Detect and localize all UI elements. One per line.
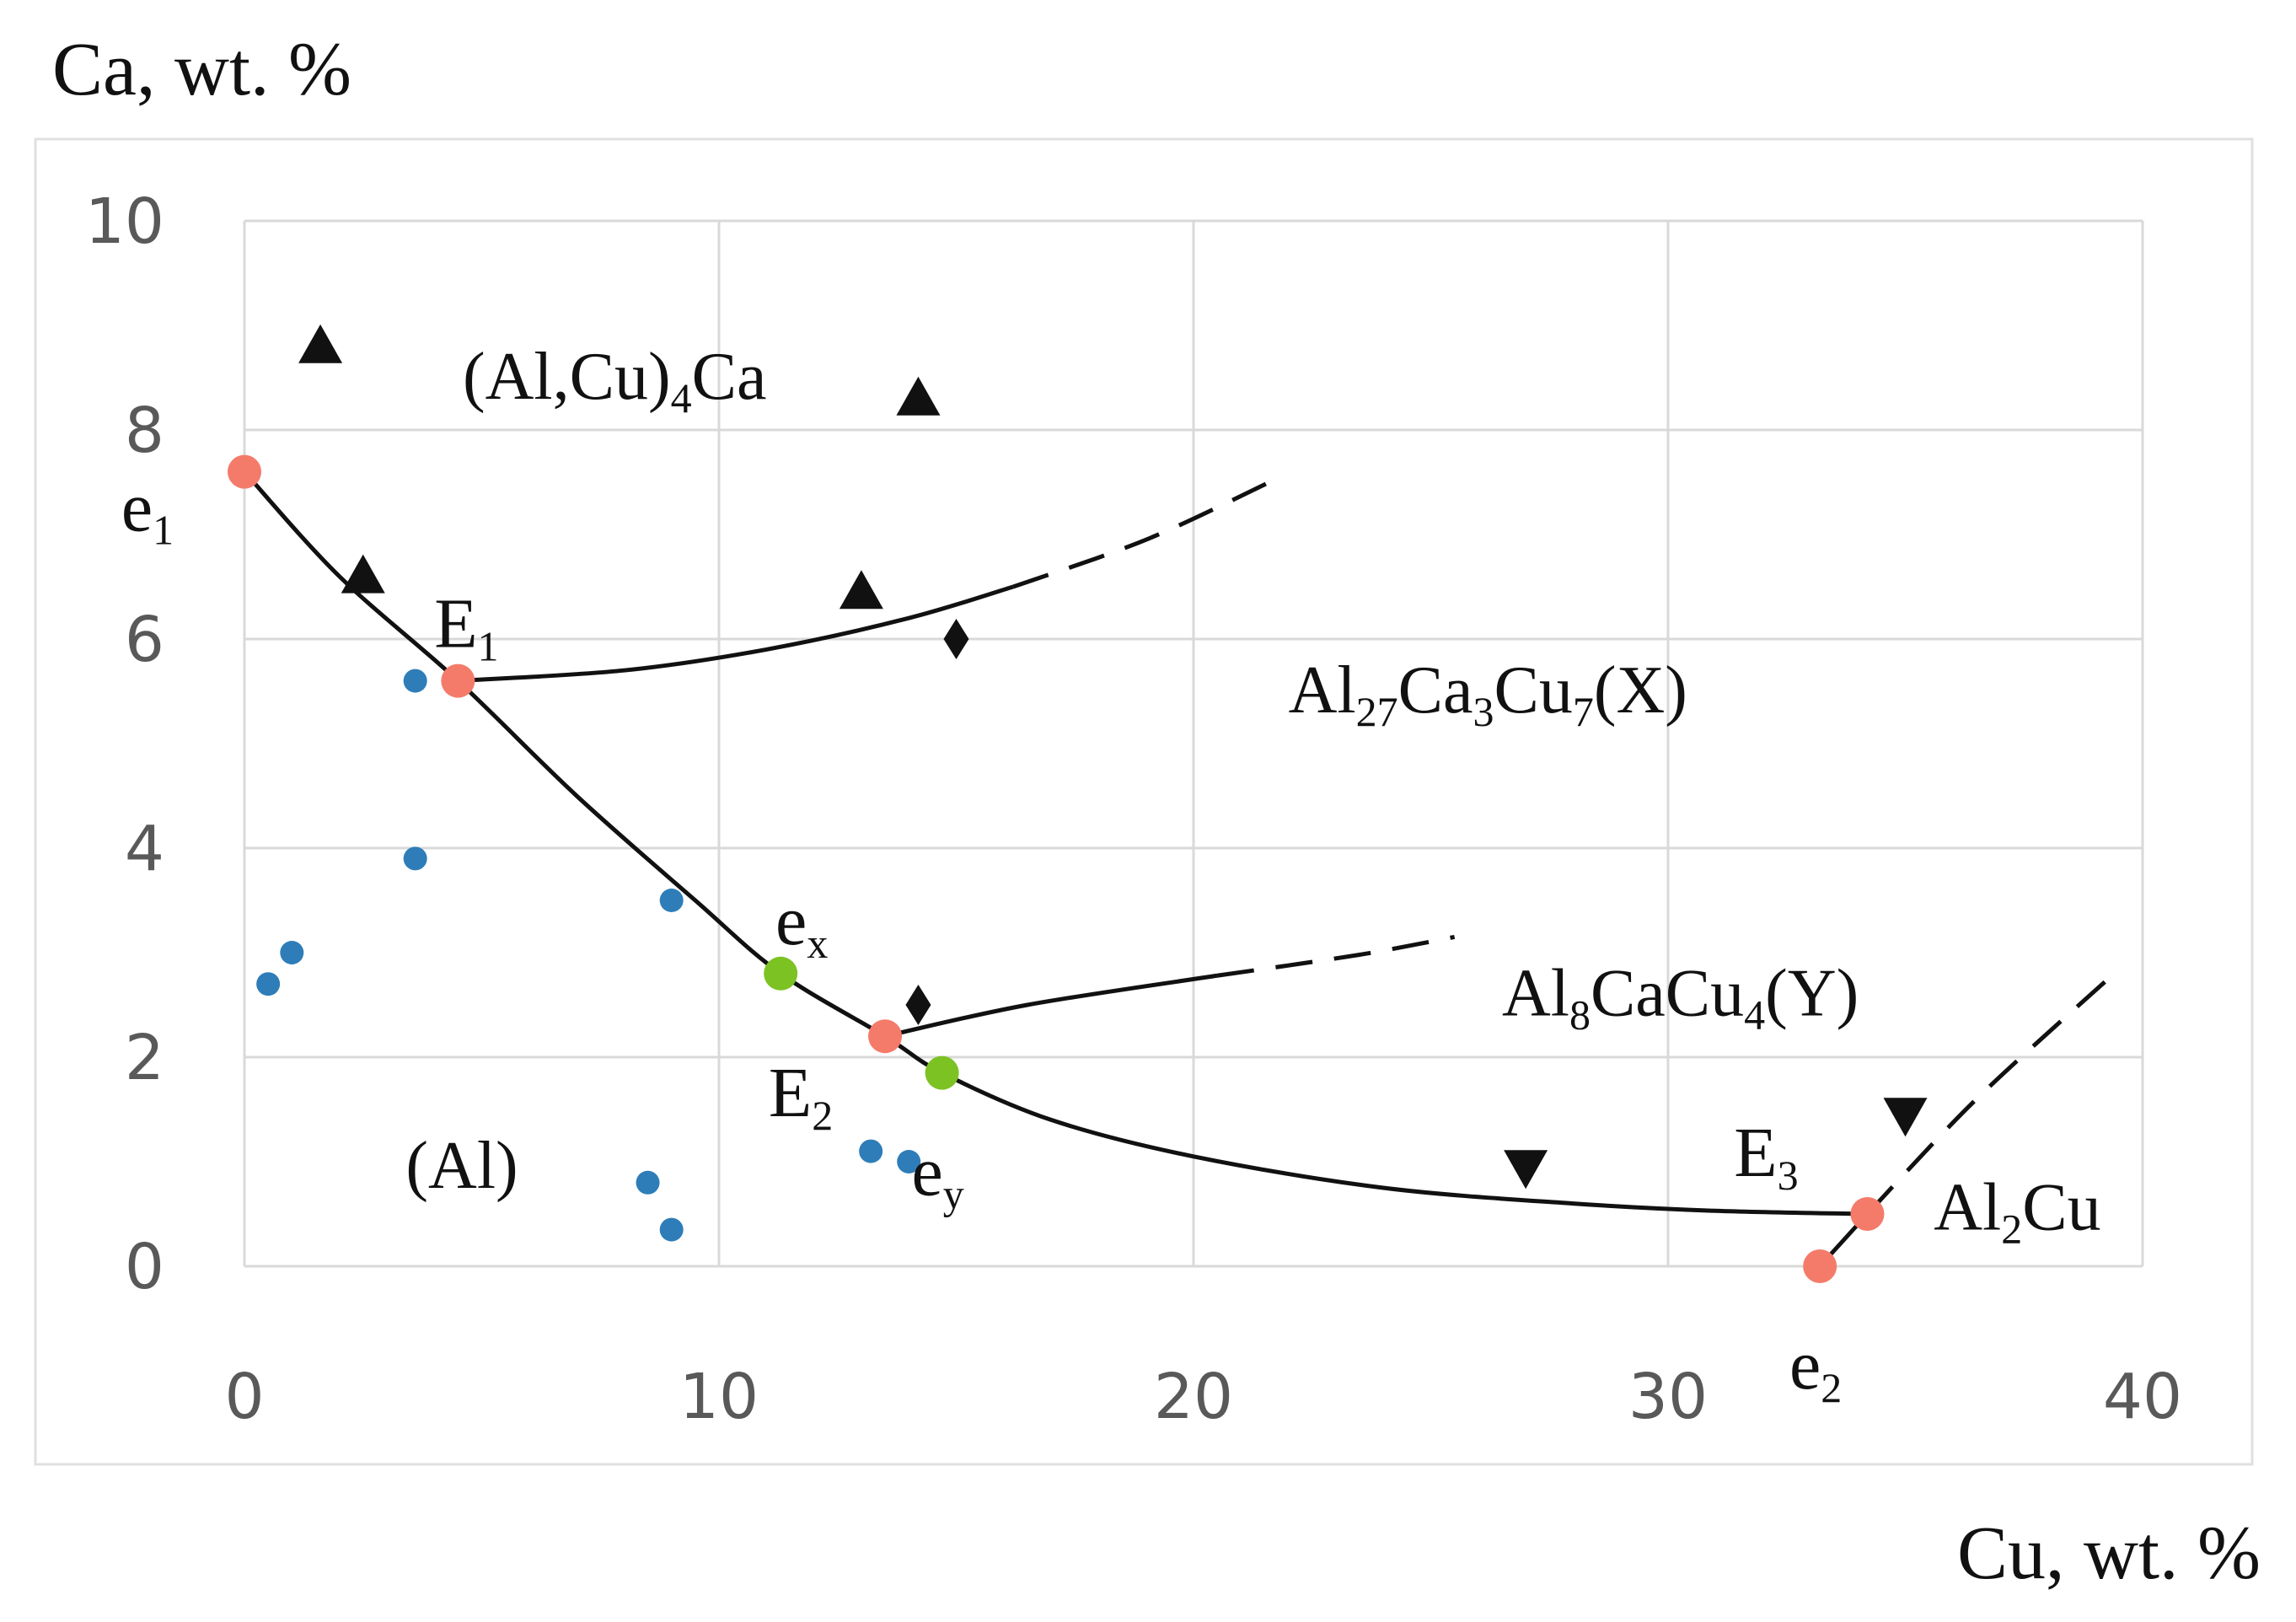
phase-label-part: 27	[1356, 688, 1398, 735]
x-tick-label: 30	[1628, 1361, 1708, 1433]
curve-E1-X	[458, 584, 1014, 684]
key-point-ex	[764, 956, 798, 991]
alloy-point	[403, 669, 427, 693]
key-point-label-sub: 2	[812, 1092, 833, 1139]
y-tick-label: 6	[125, 604, 164, 676]
alloy-point	[403, 846, 427, 871]
key-point-label: e1	[121, 469, 174, 554]
phase-label: (Al)	[405, 1129, 518, 1203]
phase-label-part: 8	[1569, 991, 1591, 1038]
alloy-point	[256, 972, 281, 996]
phase-label: Al8CaCu4(Y)	[1502, 956, 1859, 1038]
y-tick-label: 2	[125, 1022, 164, 1094]
y-tick-label: 10	[85, 185, 164, 258]
alloy-point	[659, 1217, 684, 1242]
alloy-point	[897, 1150, 921, 1174]
key-point-label-main: e	[775, 882, 807, 960]
key-point-e2	[1803, 1249, 1837, 1283]
y-tick-label: 4	[125, 813, 164, 885]
key-point-label-main: E	[769, 1054, 812, 1132]
phase-label-part: Cu	[2022, 1171, 2100, 1245]
key-point-label: ex	[775, 882, 828, 967]
phase-label-part: 4	[671, 374, 692, 422]
phase-label-part: Al	[1289, 653, 1356, 728]
key-point-label-sub: y	[943, 1171, 964, 1218]
x-tick-label: 0	[224, 1361, 264, 1433]
phase-label-part: Al	[1934, 1171, 2001, 1245]
phase-label: (Al,Cu)4Ca	[463, 340, 767, 422]
phase-label-part: 3	[1473, 688, 1494, 735]
phase-label: Al27Ca3Cu7(X)	[1289, 653, 1687, 735]
triangle-up-marker	[341, 554, 385, 593]
phase-markers	[298, 324, 1928, 1190]
curve-E1-X-ext	[1012, 480, 1271, 589]
diamond-marker	[943, 619, 969, 659]
alloy-point	[859, 1139, 883, 1163]
phase-label-part: 4	[1744, 991, 1765, 1038]
key-point-label-main: e	[911, 1133, 942, 1211]
alloy-point	[280, 941, 304, 964]
key-point-label: e2	[1789, 1326, 1842, 1411]
curve-E3-ext	[1865, 971, 2116, 1216]
key-point-e1	[228, 454, 261, 489]
phase-label: Al2Cu	[1934, 1171, 2100, 1253]
triangle-up-marker	[839, 570, 883, 610]
phase-label-part: (Al,Cu)	[463, 340, 671, 414]
alloy-points	[256, 669, 921, 1242]
x-tick-label: 40	[2103, 1361, 2182, 1433]
y-axis-title: Ca, wt. %	[52, 28, 351, 111]
key-point-E1	[441, 663, 475, 698]
key-point-label-sub: 1	[153, 507, 174, 554]
phase-label-part: CaCu	[1591, 956, 1744, 1030]
phase-label-part: Cu	[1494, 653, 1572, 728]
key-point-E3	[1850, 1197, 1885, 1231]
curve-E2-Y	[884, 973, 1218, 1039]
phase-label-part: (Al)	[405, 1129, 518, 1203]
key-point-label-sub: 1	[478, 623, 499, 670]
key-point-label-sub: 3	[1778, 1152, 1799, 1199]
curve-E2-Y-ext	[1216, 934, 1456, 978]
phase-label-part: Ca	[1398, 653, 1473, 728]
phase-label-part: (Y)	[1765, 956, 1859, 1030]
alloy-point	[636, 1170, 660, 1195]
key-point-ey	[925, 1055, 959, 1090]
x-tick-label: 20	[1154, 1361, 1233, 1433]
y-tick-label: 0	[125, 1231, 164, 1303]
chart-frame	[34, 137, 2254, 1466]
key-point-label-main: E	[1734, 1114, 1777, 1192]
key-point-label: E1	[434, 585, 498, 670]
diamond-marker	[905, 985, 931, 1025]
phase-label-part: 2	[2001, 1206, 2022, 1253]
key-point-label: E3	[1734, 1114, 1798, 1199]
phase-label-part: (X)	[1594, 653, 1687, 728]
tick-labels: 0 10 20 30 40 0 2 4 6 8 10	[85, 185, 2182, 1433]
phase-label-part: 7	[1573, 688, 1594, 735]
alloy-point	[659, 889, 684, 912]
x-tick-label: 10	[679, 1361, 759, 1433]
x-axis-title: Cu, wt. %	[1957, 1512, 2261, 1595]
liquidus-curves	[243, 470, 2116, 1268]
phase-label-part: Ca	[692, 340, 767, 414]
triangle-down-marker	[1504, 1150, 1548, 1190]
triangle-down-marker	[1883, 1098, 1928, 1137]
curve-e1-E1-ex-E2-ey-E3	[243, 470, 1868, 1216]
key-point-label-sub: x	[807, 920, 828, 967]
phase-labels: (Al,Cu)4CaAl27Ca3Cu7(X)Al8CaCu4(Y)Al2Cu(…	[405, 340, 2100, 1253]
key-point-label-sub: 2	[1821, 1364, 1842, 1411]
key-point-E2	[868, 1019, 903, 1054]
key-point-label: ey	[911, 1133, 963, 1218]
triangle-up-marker	[896, 376, 941, 416]
triangle-up-marker	[298, 324, 343, 363]
key-point-label-main: E	[434, 585, 477, 663]
key-point-label-main: e	[1789, 1326, 1821, 1404]
y-tick-label: 8	[125, 395, 164, 467]
key-point-label-main: e	[121, 469, 153, 547]
key-point-label: E2	[769, 1054, 833, 1139]
phase-label-part: Al	[1502, 956, 1569, 1030]
